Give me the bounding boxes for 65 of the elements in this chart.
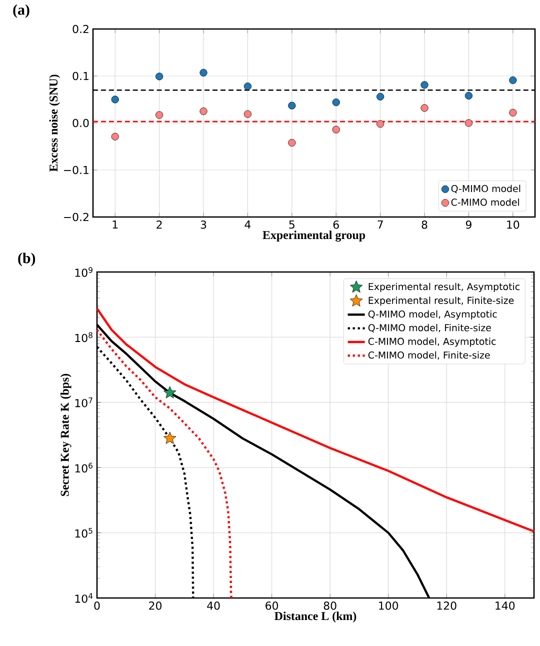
point: [288, 138, 296, 147]
y-tick-label: 10$^{7}$: [75, 398, 92, 408]
point: [376, 120, 384, 128]
x-tick-label: 4: [244, 220, 251, 228]
x-tick-label: 5: [289, 220, 294, 229]
point: [288, 102, 296, 110]
point: [244, 110, 252, 118]
point: [420, 104, 428, 112]
x-tick-label: 100: [379, 602, 398, 610]
y-tick-label: 10$^{6}$: [75, 462, 92, 472]
x-tick-label: 9: [466, 220, 472, 229]
legend-label: C-MIMO model: [451, 198, 519, 206]
y-tick-label: −0.1: [64, 166, 88, 174]
x-tick-label: 80: [324, 602, 336, 610]
legend-label: C-MIMO model, Finite-size: [368, 351, 490, 360]
point: [111, 132, 119, 140]
x-tick-label: 1: [112, 220, 118, 228]
point: [509, 76, 517, 84]
x-axis-title: Distance L (km): [274, 612, 356, 623]
x-tick-label: 10: [507, 220, 520, 229]
legend-label: C-MIMO model, Asymptotic: [368, 338, 496, 347]
y-tick-label: 0.2: [72, 24, 88, 34]
line-series: [96, 307, 536, 533]
point: [376, 92, 384, 100]
point: [156, 72, 164, 80]
point: [464, 92, 472, 100]
point: [156, 111, 164, 119]
x-tick-label: 20: [149, 602, 162, 610]
x-tick-label: 60: [266, 602, 278, 610]
point: [332, 98, 340, 106]
y-tick-label: −0.2: [64, 212, 88, 222]
y-tick-label: 10$^{5}$: [75, 528, 92, 538]
x-tick-label: 120: [437, 602, 456, 610]
point: [111, 96, 119, 104]
y-tick-label: 0.0: [72, 118, 89, 128]
legend-label: Experimental result, Asymptotic: [368, 282, 520, 292]
legend-label: Q-MIMO model: [451, 184, 520, 194]
x-tick-label: 3: [200, 220, 206, 229]
x-tick-label: 40: [207, 602, 220, 610]
point: [244, 82, 252, 90]
point: [200, 68, 208, 76]
y-tick-label: 10$^{9}$: [75, 267, 92, 277]
y-axis-title: Excess noise (SNU): [49, 74, 60, 172]
legend-label: Q-MIMO model, Asymptotic: [368, 310, 497, 320]
point: [332, 126, 340, 134]
x-tick-label: 8: [422, 220, 428, 229]
y-axis-title: Secret Key Rate K (bps): [60, 374, 72, 496]
point: [200, 107, 208, 116]
x-tick-label: 7: [378, 220, 383, 228]
point: [464, 119, 472, 127]
x-tick-label: 6: [333, 220, 339, 229]
x-tick-label: 140: [496, 602, 515, 610]
text: (a): [13, 4, 30, 18]
point: [509, 108, 517, 116]
line-series: [96, 328, 232, 600]
point: [420, 81, 428, 89]
x-tick-label: 2: [156, 220, 162, 229]
x-tick-label: 0: [94, 602, 100, 610]
y-tick-label: 10$^{4}$: [75, 593, 93, 603]
text: (b): [18, 252, 36, 266]
y-tick-label: 10$^{8}$: [75, 332, 92, 342]
legend-label: Q-MIMO model, Finite-size: [368, 324, 491, 332]
y-tick-label: 0.1: [72, 72, 88, 80]
x-axis-title: Experimental group: [262, 230, 366, 242]
legend-label: Experimental result, Finite-size: [368, 296, 514, 306]
